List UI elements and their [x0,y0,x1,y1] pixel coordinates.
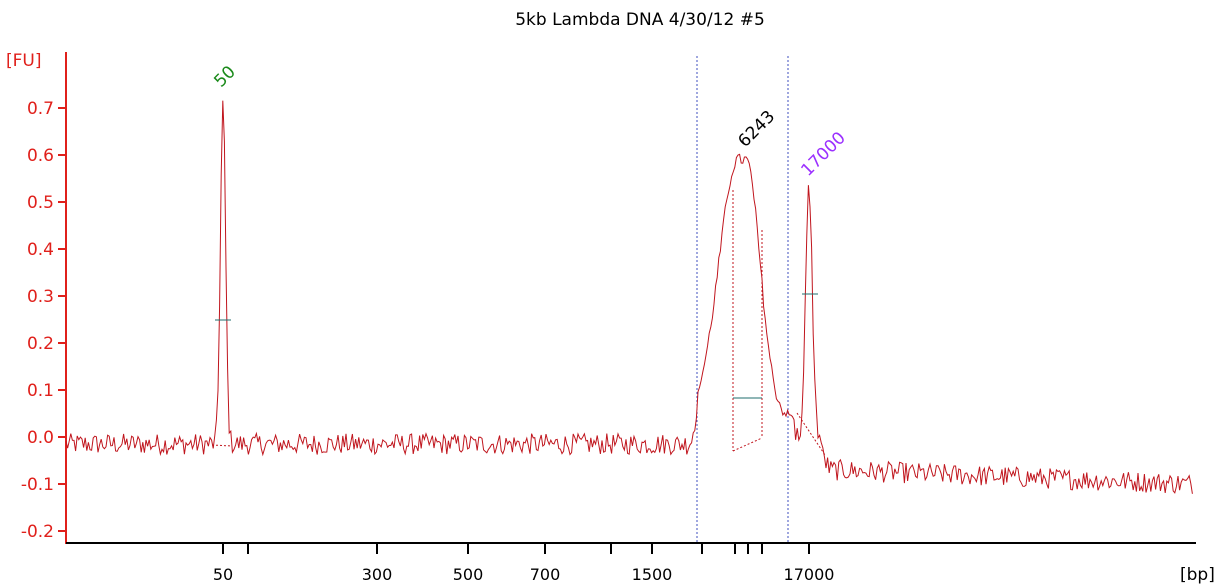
x-unit-label: [bp] [1180,565,1215,585]
y-axis: -0.2 -0.1 0.0 0.1 0.2 0.3 0.4 0.5 0.6 0.7 [21,52,67,544]
peak-label-17000: 17000 [797,128,849,180]
peak-labels: 50 6243 17000 [210,62,849,180]
peak-17000-baseline [796,412,826,456]
y-tick-label: 0.3 [27,287,54,307]
y-tick-label: 0.5 [27,193,54,213]
x-tick-label: 17000 [784,565,835,584]
peak-50-baseline [211,444,233,447]
x-tick-label: 1500 [632,565,673,584]
integration-marks [211,190,826,456]
x-tick-label: 300 [362,565,393,584]
x-tick-label: 50 [213,565,233,584]
peak-label-6243: 6243 [734,107,779,152]
peak-6243-baseline [732,437,763,452]
signal-trace [65,100,1193,494]
x-tick-label: 700 [530,565,561,584]
chart-title: 5kb Lambda DNA 4/30/12 #5 [515,10,765,30]
y-tick-label: -0.1 [21,475,54,495]
x-tick-label: 500 [453,565,484,584]
peak-label-50: 50 [210,62,239,91]
y-tick-label: 0.0 [27,428,54,448]
y-tick-label: 0.6 [27,146,54,166]
y-tick-label: 0.1 [27,381,54,401]
trace-group [65,100,1193,494]
y-tick-label: 0.4 [27,240,54,260]
x-axis: 50 300 500 700 1500 17000 [66,542,1196,584]
y-tick-label: 0.2 [27,334,54,354]
y-unit-label: [FU] [6,51,42,71]
y-tick-label: -0.2 [21,522,54,542]
region-markers [696,56,789,543]
y-tick-label: 0.7 [27,99,54,119]
